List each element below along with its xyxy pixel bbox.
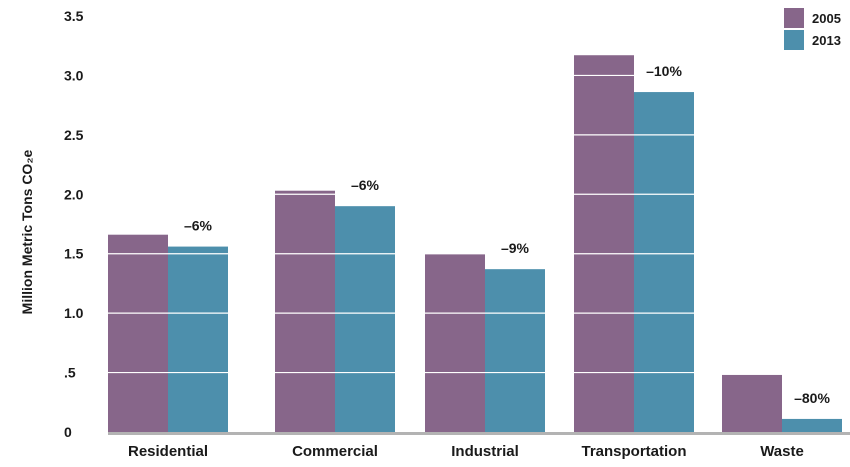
- x-axis: Residential Commercial Industrial Transport…: [108, 432, 850, 460]
- legend-label: 2005: [812, 11, 841, 26]
- x-tick-label: Residential: [128, 443, 208, 460]
- x-tick-label: Transportation: [581, 443, 686, 460]
- bar-commercial-2013: [335, 206, 395, 432]
- legend-swatch-2005: [784, 8, 804, 28]
- y-tick-label: 1.0: [64, 305, 84, 321]
- bars: [108, 55, 842, 432]
- y-tick-label: .5: [64, 365, 76, 381]
- y-axis-ticks: 0 .5 1.0 1.5 2.0 2.5 3.0 3.5: [64, 8, 84, 440]
- x-tick-label: Waste: [760, 443, 804, 460]
- legend-label: 2013: [812, 33, 841, 48]
- gridlines: [108, 15, 850, 374]
- y-tick-label: 3.5: [64, 8, 84, 24]
- y-tick-label: 1.5: [64, 246, 84, 262]
- x-tick-label: Commercial: [292, 443, 378, 460]
- bar-industrial-2013: [485, 269, 545, 432]
- bar-waste-2005: [722, 374, 782, 432]
- percent-change-label: –6%: [184, 218, 213, 234]
- data-labels: –6% –6% –9% –10% –80%: [184, 63, 830, 406]
- bar-transportation-2013: [634, 92, 694, 432]
- bar-waste-2013: [782, 418, 842, 432]
- bar-residential-2005: [108, 234, 168, 432]
- legend-swatch-2013: [784, 30, 804, 50]
- y-axis-label: Million Metric Tons CO₂e: [19, 149, 35, 314]
- legend: 2005 2013: [784, 8, 841, 50]
- percent-change-label: –6%: [351, 177, 380, 193]
- bar-industrial-2005: [425, 253, 485, 432]
- percent-change-label: –10%: [646, 63, 682, 79]
- y-tick-label: 0: [64, 424, 72, 440]
- percent-change-label: –9%: [501, 240, 530, 256]
- bar-transportation-2005: [574, 55, 634, 432]
- percent-change-label: –80%: [794, 390, 830, 406]
- bar-residential-2013: [168, 246, 228, 432]
- bar-commercial-2005: [275, 190, 335, 432]
- x-tick-label: Industrial: [451, 443, 519, 460]
- y-tick-label: 3.0: [64, 67, 84, 83]
- y-tick-label: 2.0: [64, 186, 84, 202]
- y-tick-label: 2.5: [64, 127, 84, 143]
